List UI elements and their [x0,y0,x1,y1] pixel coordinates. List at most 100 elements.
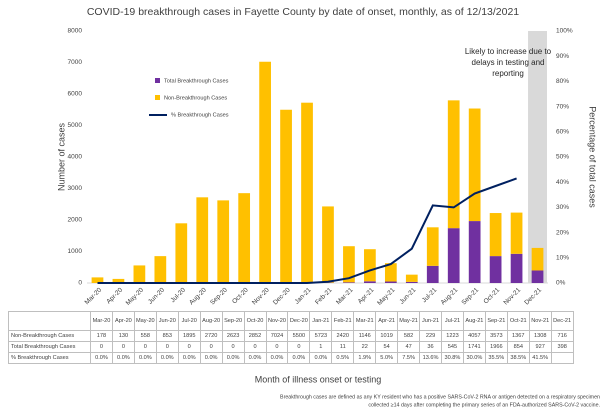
annotation: Likely to increase due to [465,47,552,56]
table-cell: 1 [309,341,333,353]
table-row-label: % Breakthrough Cases [8,352,91,364]
table-cell: 0.0% [221,352,245,364]
table-cell: 30.8% [441,352,464,364]
table-cell: 41.5% [528,352,552,364]
x-tick-label: Dec-21 [523,286,543,306]
footnote: Breakthrough cases are defined as any KY… [280,394,600,400]
table-column-header: Jul-20 [177,311,201,331]
table-cell: 0 [177,341,201,353]
bar [426,265,439,283]
table-cell: 0 [265,341,289,353]
table-cell [550,352,574,364]
y-tick-label: 0 [78,280,82,287]
table-cell: 7.5% [397,352,421,364]
table-cell: 1019 [375,330,399,342]
table-cell: 2623 [221,330,245,342]
x-tick-label: Mar-21 [335,286,355,306]
y2-tick-label: 40% [556,179,569,186]
table-cell: 35.5% [484,352,508,364]
y2-tick-label: 10% [556,255,569,262]
y2-tick-label: 70% [556,103,569,110]
table-column-header: May-21 [397,311,421,331]
table-cell: 36 [419,341,442,353]
legend-label: Non-Breakthrough Cases [164,95,227,101]
bar [112,278,125,283]
table-column-header: Sep-20 [221,311,245,331]
y-tick-label: 5000 [68,122,83,129]
table-cell: 853 [155,330,179,342]
table-row: Total Breakthrough Cases 0 0 0 0 0 0 0 0 0 0 1 11 22 5… [8,341,574,353]
legend-label: Total Breakthrough Cases [164,78,229,84]
table-row: % Breakthrough Cases 0.0% 0.0% 0.0% 0.0% 0.0%… [8,352,574,364]
bar [301,102,313,283]
x-tick-label: Jun-21 [398,286,417,305]
table-column-header: Sep-21 [484,311,508,331]
y2-tick-label: 60% [556,129,569,136]
table-cell: 0.0% [287,352,311,364]
bar [468,221,481,283]
table-cell: 1895 [177,330,201,342]
bar [238,193,251,283]
x-tick-label: May-21 [376,286,397,307]
y2-tick-label: 100% [556,28,573,35]
legend-swatch [155,95,160,100]
bar [531,270,544,283]
table-cell: 2420 [331,330,355,342]
x-tick-label: Apr-21 [357,286,376,305]
table-cell: 0 [111,341,135,353]
table-row-label: Total Breakthrough Cases [8,341,91,353]
y-tick-label: 1000 [68,248,83,255]
annotation: reporting [492,69,524,78]
x-tick-label: Aug-21 [440,286,460,306]
table-cell: 1966 [484,341,508,353]
table-cell: 1146 [353,330,377,342]
table-row: Non-Breakthrough Cases 178 130 558 853 1895 27… [8,330,574,342]
table-column-header: Jan-21 [309,311,333,331]
table-column-header: Dec-21 [550,311,574,331]
shaded-region [528,31,547,283]
bar [447,100,460,229]
footnote: collected ≥14 days after completing the … [368,402,600,408]
table-column-header: Dec-20 [287,311,311,331]
table-cell: 0.0% [309,352,333,364]
table-cell: 0.0% [199,352,223,364]
table-column-header: Mar-20 [90,311,113,331]
x-tick-label: May-20 [125,286,146,307]
table-cell: 2852 [243,330,267,342]
y2-tick-label: 20% [556,229,569,236]
table-column-header: Apr-20 [111,311,135,331]
table-column-header: Aug-21 [462,311,486,331]
table-cell: 854 [506,341,530,353]
x-tick-label: Oct-21 [482,286,501,305]
table-cell: 1223 [441,330,464,342]
x-tick-label: Sep-20 [209,286,229,306]
table-cell: 5.0% [375,352,399,364]
y-axis-label: Number of cases [56,122,66,191]
bar [364,281,376,283]
bar [489,256,502,283]
table-column-header: Nov-20 [265,311,289,331]
table-cell: 558 [133,330,157,342]
table-cell: 0 [243,341,267,353]
table-cell: 1367 [506,330,530,342]
bar [364,249,376,282]
table-cell: 7024 [265,330,289,342]
table-cell: 0.0% [90,352,113,364]
annotation: delays in testing and [472,58,545,67]
x-tick-label: Oct-20 [231,286,250,305]
table-cell: 11 [331,341,355,353]
table-cell: 4057 [462,330,486,342]
y-tick-label: 2000 [68,217,83,224]
legend-label: % Breakthrough Cases [171,112,229,118]
x-tick-label: Sep-21 [461,286,481,306]
table-cell: 0 [133,341,157,353]
table-cell: 54 [375,341,399,353]
bar [91,277,104,283]
x-tick-label: Jul-21 [421,286,439,304]
table-cell: 545 [441,341,464,353]
y2-axis-label: Percentage of total cases [588,106,598,208]
y2-tick-label: 30% [556,204,569,211]
x-tick-label: Feb-21 [314,286,334,306]
bar [426,227,439,266]
